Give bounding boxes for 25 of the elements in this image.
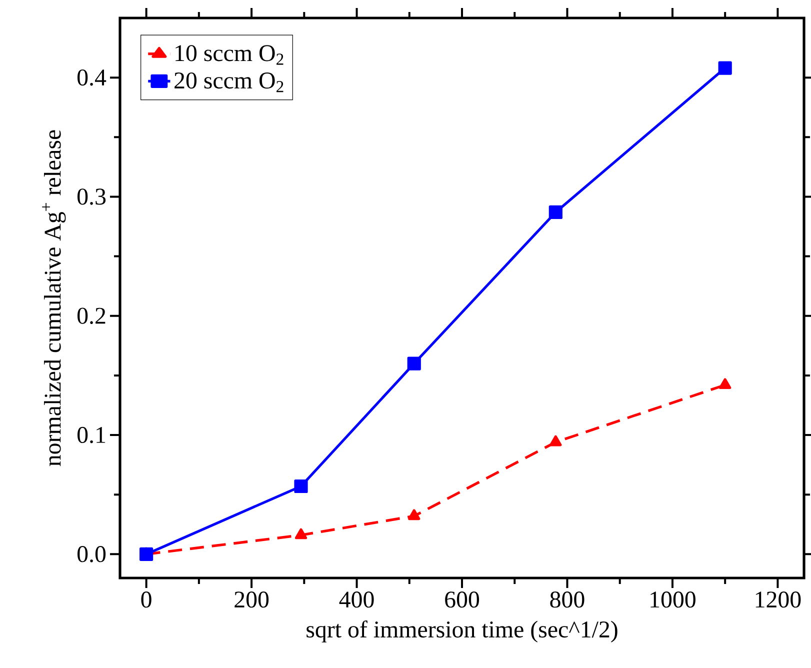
y-tick-label: 0.4 [78,69,106,86]
y-tick-label: 0.0 [78,546,106,562]
x-tick-label: 400 [339,592,374,608]
x-tick-label: 600 [445,592,480,608]
legend-label: 10 sccm O$_{2}$ [176,45,284,65]
point [718,61,732,75]
x-tick-label: 200 [234,592,269,608]
y-tick-label: 0.2 [78,308,106,324]
point [294,479,308,494]
x-tick-label: 800 [550,592,584,608]
x-tick-label: 1200 [756,592,801,608]
point [548,205,562,220]
point [408,509,420,520]
y-tick-label: 0.3 [78,188,106,205]
legend-label: 20 sccm O$_{2}$ [174,72,284,92]
y-axis-title: normalized cumulative Ag$^{+}$ release [42,130,66,466]
point [140,547,154,561]
point [407,356,421,370]
x-axis-title: sqrt of immersion time (sec^1/2) [306,620,618,642]
y-tick-label: 0.1 [78,426,106,444]
x-tick-label: 0 [141,592,152,608]
point [719,378,732,390]
x-tick-label: 1000 [650,592,696,608]
point [294,528,308,540]
point [550,435,562,446]
